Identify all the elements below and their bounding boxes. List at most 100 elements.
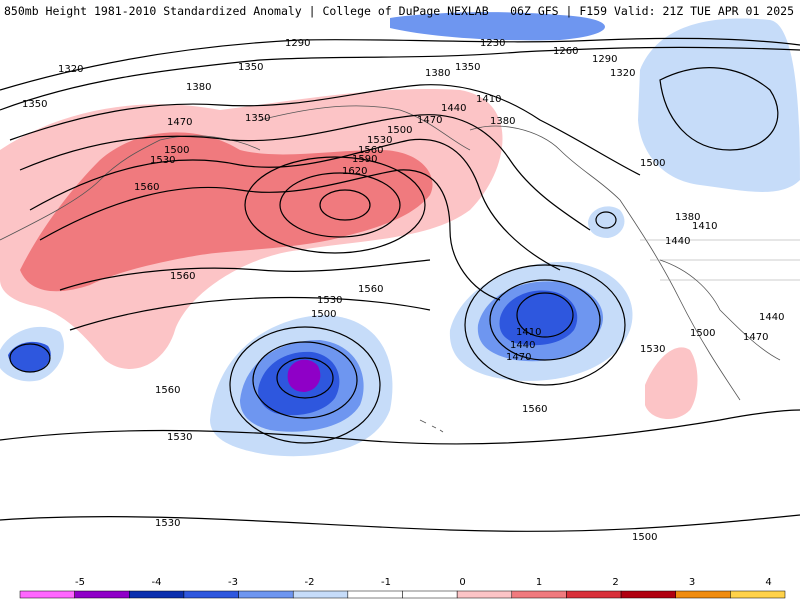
contour-line xyxy=(59,259,431,291)
colorbar-swatch xyxy=(566,590,622,599)
contour-high-center xyxy=(319,189,371,221)
asia-coast xyxy=(0,135,261,241)
contour-low-west xyxy=(276,357,334,399)
contour-label: 1440 xyxy=(441,103,466,114)
anomaly-colorbar: -5-4-3-2-1012345 xyxy=(19,577,786,599)
contour-label: 1500 xyxy=(640,158,665,169)
negative-anomaly-northeast xyxy=(638,18,800,192)
contour-label: 1530 xyxy=(640,344,665,355)
contour-label: 1350 xyxy=(238,62,263,73)
height-contours xyxy=(0,37,800,532)
contour-label: 1500 xyxy=(632,532,657,543)
contour-label: 1500 xyxy=(164,145,189,156)
contour-label: 1530 xyxy=(367,135,392,146)
colorbar-swatch xyxy=(292,590,349,599)
contour-label: 1500 xyxy=(311,309,336,320)
contour-labels: 1290 1230 1260 1290 1320 1320 1350 1380 … xyxy=(22,38,784,543)
contour-label: 1350 xyxy=(245,113,270,124)
contour-label: 1560 xyxy=(134,182,159,193)
contour-line xyxy=(0,46,800,111)
contour-low-west xyxy=(252,341,358,419)
contour-low-east xyxy=(464,264,626,386)
contour-label: 1470 xyxy=(167,117,192,128)
contour-label: 1530 xyxy=(317,295,342,306)
contour-label: 1290 xyxy=(592,54,617,65)
contour-label: 1380 xyxy=(675,212,700,223)
contour-label: 1500 xyxy=(387,125,412,136)
contour-high-ring xyxy=(244,156,426,254)
colorbar-swatch xyxy=(730,590,786,599)
contour-low-northeast xyxy=(659,67,779,151)
contour-label: 1470 xyxy=(417,115,442,126)
negative-anomaly-strong-east xyxy=(499,290,578,346)
colorbar-ticks: -5-4-3-2-1012345 xyxy=(75,577,772,588)
negative-anomaly-core-west xyxy=(287,359,321,392)
contour-line xyxy=(0,409,800,445)
contour-label: 1410 xyxy=(476,94,501,105)
contour-line xyxy=(0,37,800,91)
colorbar-swatch xyxy=(238,590,294,599)
contour-label: 1410 xyxy=(516,327,541,338)
contour-label: 1470 xyxy=(506,352,531,363)
contour-label: 1620 xyxy=(342,166,367,177)
colorbar-tick-label: -4 xyxy=(152,577,162,588)
colorbar-swatch xyxy=(347,590,403,599)
contour-label: 1530 xyxy=(167,432,192,443)
contour-line xyxy=(0,514,800,532)
colorbar-swatch xyxy=(129,590,185,599)
negative-anomaly-far-west-strong xyxy=(8,341,51,373)
contour-line xyxy=(69,296,431,331)
contour-line xyxy=(9,84,641,176)
contour-label: 1320 xyxy=(58,64,83,75)
contour-label: 1440 xyxy=(665,236,690,247)
contour-label: 1380 xyxy=(425,68,450,79)
colorbar-swatch xyxy=(456,590,513,599)
contour-label: 1530 xyxy=(155,518,180,529)
contour-low-west xyxy=(229,326,381,444)
na-coast xyxy=(469,125,741,401)
colorbar-tick-label: 1 xyxy=(536,577,542,588)
colorbar-swatch xyxy=(620,590,676,599)
contour-label: 1380 xyxy=(490,116,515,127)
state-borders xyxy=(640,239,800,281)
contour-label: 1470 xyxy=(743,332,768,343)
positive-anomaly-medium xyxy=(20,132,433,292)
contour-label: 1440 xyxy=(510,340,535,351)
contour-label: 1500 xyxy=(690,328,715,339)
colorbar-swatches xyxy=(19,590,786,599)
positive-anomaly-east xyxy=(645,347,698,420)
contour-label: 1380 xyxy=(186,82,211,93)
colorbar-swatch xyxy=(402,590,458,599)
colorbar-tick-label: -5 xyxy=(75,577,85,588)
colorbar-tick-label: 2 xyxy=(612,577,618,588)
colorbar-tick-label: -3 xyxy=(228,577,238,588)
contour-label: 1350 xyxy=(455,62,480,73)
contour-label: 1560 xyxy=(358,284,383,295)
contour-label: 1290 xyxy=(285,38,310,49)
run-valid-time: 06Z GFS | F159 Valid: 21Z TUE APR 01 202… xyxy=(510,4,794,18)
mexico-coast xyxy=(659,259,781,361)
contour-label: 1350 xyxy=(22,99,47,110)
colorbar-tick-label: -1 xyxy=(381,577,391,588)
colorbar-tick-label: 0 xyxy=(459,577,465,588)
colorbar-swatch xyxy=(74,590,130,599)
contour-label: 1590 xyxy=(352,154,377,165)
contour-label: 1560 xyxy=(170,271,195,282)
colorbar-swatch xyxy=(19,590,75,599)
hawaii-islands xyxy=(419,419,444,433)
negative-anomaly-north xyxy=(390,12,605,41)
contour-low-coastal xyxy=(595,211,617,229)
contour-low-east xyxy=(489,279,601,361)
colorbar-tick-label: 4 xyxy=(765,577,771,588)
contour-label: 1530 xyxy=(150,155,175,166)
contour-low-east xyxy=(516,292,574,338)
contour-line xyxy=(39,169,501,301)
contour-line xyxy=(29,138,561,271)
anomaly-shading xyxy=(0,12,800,457)
contour-label: 1560 xyxy=(155,385,180,396)
negative-anomaly-coastal xyxy=(588,206,625,238)
contour-label: 1560 xyxy=(358,145,383,156)
contour-label: 1410 xyxy=(692,221,717,232)
coastlines xyxy=(0,105,800,433)
